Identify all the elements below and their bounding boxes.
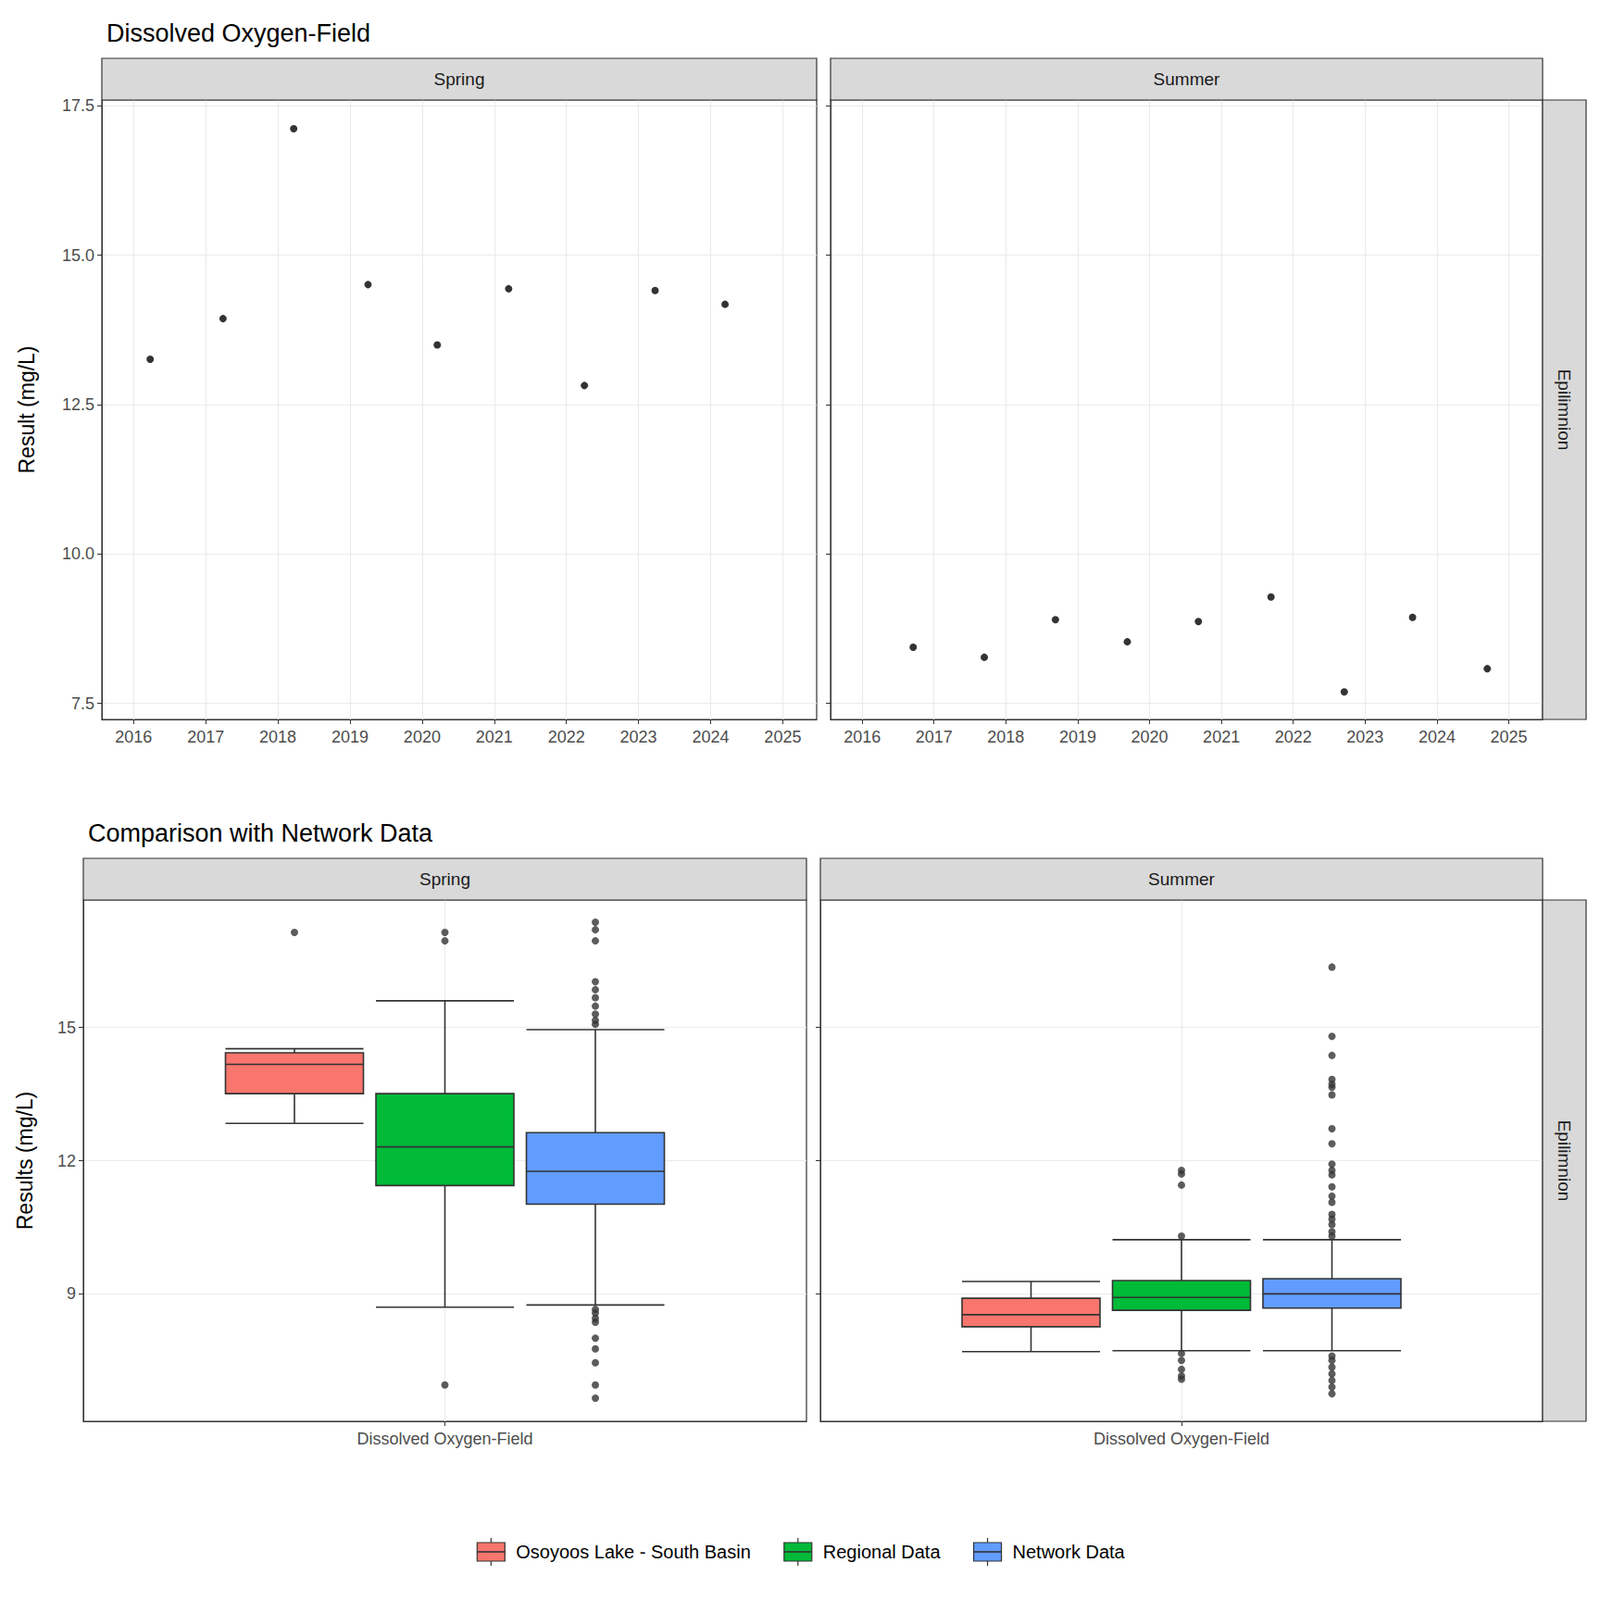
svg-text:2021: 2021 [475,727,513,747]
svg-text:Results (mg/L): Results (mg/L) [12,1091,38,1231]
svg-text:2016: 2016 [843,727,881,747]
svg-text:2020: 2020 [1131,727,1169,747]
svg-text:Dissolved Oxygen-Field: Dissolved Oxygen-Field [106,19,371,48]
svg-text:12.5: 12.5 [62,395,95,414]
svg-text:Summer: Summer [1148,869,1215,889]
svg-text:Summer: Summer [1153,69,1221,89]
svg-text:2022: 2022 [548,727,586,747]
svg-text:2022: 2022 [1275,727,1313,747]
svg-text:2017: 2017 [915,727,953,747]
svg-text:2025: 2025 [1490,727,1528,747]
svg-text:Dissolved Oxygen-Field: Dissolved Oxygen-Field [1093,1429,1270,1449]
svg-text:Epilimnion: Epilimnion [1554,369,1575,451]
svg-text:12: 12 [57,1151,76,1171]
svg-text:7.5: 7.5 [71,694,95,713]
svg-text:2019: 2019 [1059,727,1097,747]
svg-text:2023: 2023 [620,727,658,747]
svg-text:Result (mg/L): Result (mg/L) [14,345,39,474]
svg-text:Spring: Spring [434,69,486,89]
svg-text:2025: 2025 [763,727,801,747]
svg-text:2024: 2024 [1418,727,1456,747]
svg-text:Regional Data: Regional Data [823,1541,942,1563]
svg-text:Comparison with Network Data: Comparison with Network Data [87,819,434,848]
svg-text:2019: 2019 [331,727,369,747]
svg-text:2023: 2023 [1346,727,1384,747]
svg-text:Spring: Spring [419,869,471,889]
svg-text:2017: 2017 [187,727,225,747]
svg-text:Network Data: Network Data [1012,1541,1126,1563]
svg-text:Dissolved Oxygen-Field: Dissolved Oxygen-Field [356,1429,533,1449]
svg-text:17.5: 17.5 [62,96,95,115]
svg-text:9: 9 [66,1284,76,1303]
svg-text:2016: 2016 [114,727,152,747]
svg-text:15: 15 [57,1018,76,1038]
svg-text:2018: 2018 [987,727,1025,747]
svg-text:2024: 2024 [691,727,729,747]
svg-text:Epilimnion: Epilimnion [1554,1120,1575,1202]
svg-text:2020: 2020 [403,727,441,747]
svg-text:2021: 2021 [1202,727,1240,747]
svg-text:Osoyoos Lake - South Basin: Osoyoos Lake - South Basin [515,1541,750,1563]
svg-text:10.0: 10.0 [62,544,95,563]
svg-text:2018: 2018 [259,727,297,747]
svg-text:15.0: 15.0 [62,246,95,265]
